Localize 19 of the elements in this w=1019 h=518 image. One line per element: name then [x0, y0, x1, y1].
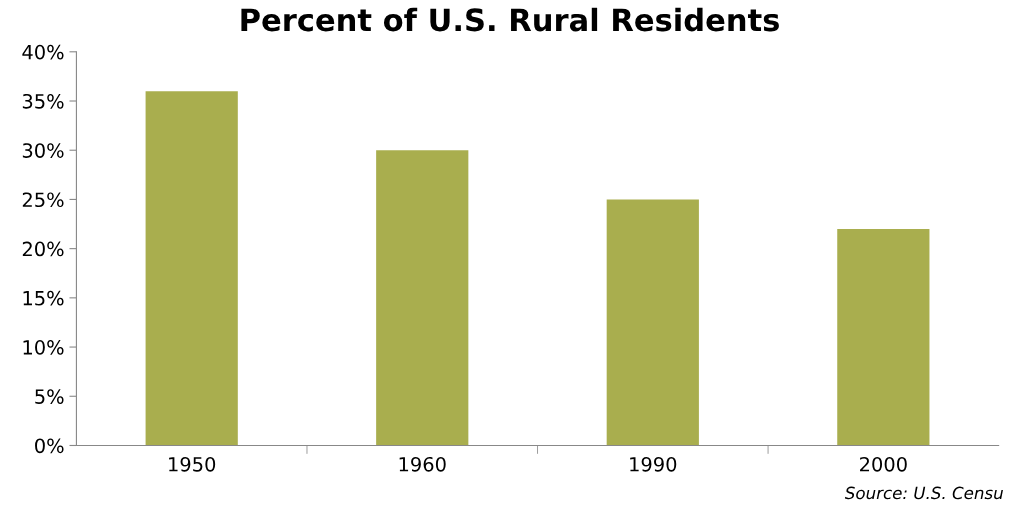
bar — [837, 228, 930, 446]
bar — [145, 91, 238, 446]
y-tick-label: 10% — [23, 340, 64, 355]
y-tick-label: 0% — [35, 438, 64, 454]
bar — [376, 150, 469, 446]
chart-title: Percent of U.S. Rural Residents — [241, 7, 779, 32]
bar — [606, 199, 699, 446]
y-tick-label: 35% — [22, 93, 64, 109]
y-tick-label: 5% — [35, 389, 64, 404]
y-tick-label: 25% — [22, 192, 64, 208]
source-note: Source: U.S. Censu — [844, 486, 1003, 500]
x-tick-label: 1960 — [399, 456, 446, 472]
y-tick-label: 40% — [22, 44, 64, 60]
y-tick-label: 15% — [23, 290, 64, 306]
y-tick-label: 30% — [22, 143, 64, 158]
x-tick-label: 2000 — [860, 456, 907, 472]
x-tick-label: 1950 — [169, 456, 216, 472]
y-tick-label: 20% — [22, 241, 64, 257]
x-tick-label: 1990 — [630, 456, 677, 472]
